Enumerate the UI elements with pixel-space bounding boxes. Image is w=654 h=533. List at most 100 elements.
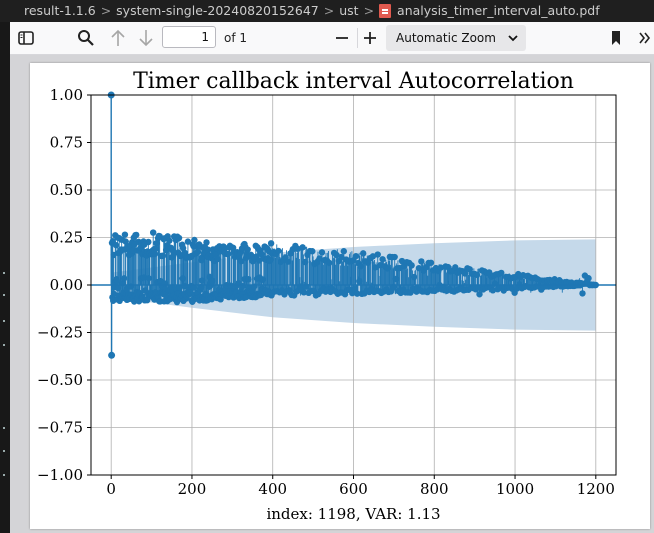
toolbar-divider [357,28,358,48]
y-tick-label: 0.25 [50,229,83,247]
stem-marker [176,284,184,291]
breadcrumb-item-ust[interactable]: ust [339,3,359,18]
markers [108,229,600,306]
stem-marker [300,289,308,296]
stem-marker [489,287,497,294]
stem-marker [204,246,212,253]
stem-marker [140,274,148,281]
stem-marker [333,251,340,259]
stem-marker [284,258,292,265]
breadcrumb-separator: > [323,3,335,18]
stem-marker [267,256,274,263]
stem-marker [286,286,293,294]
overflow-icon[interactable] [636,26,654,50]
pdf-page: 0 200 400 600 800 1000 1200 1.00 0.75 0.50 0.25 0.0… [30,63,650,529]
stem-marker [585,275,592,282]
pdf-viewer[interactable]: 0 200 400 600 800 1000 1200 1.00 0.75 0.50 0.25 0.0… [10,55,654,533]
stem-marker [427,259,435,266]
stem-marker [316,255,323,262]
stem-marker [410,273,418,281]
x-tick-label: 1200 [577,480,615,498]
stem-marker [326,259,333,267]
stem-marker [191,236,198,244]
y-tick-label: −1.00 [37,466,83,484]
stem-marker [408,262,415,269]
stem-marker [267,240,275,247]
stem-marker [352,252,360,260]
breadcrumb-item-system[interactable]: system-single-20240820152647 [116,3,319,18]
stem-marker [225,250,232,258]
stem-marker [294,245,301,253]
stem-marker [152,245,159,252]
stem-marker [473,271,481,279]
stem-marker [244,246,251,253]
stem-marker [255,257,263,264]
x-tick-label: 600 [339,480,368,498]
stem-marker [415,264,423,272]
minus-icon[interactable] [330,26,354,50]
chart-title: Timer callback interval Autocorrelation [133,69,574,94]
stem-marker [238,258,245,265]
plus-icon[interactable] [358,26,382,50]
stem-marker [461,270,469,277]
stem-marker [396,264,403,272]
y-tick-label: 0.50 [50,181,83,199]
page-number-input[interactable]: 1 [162,26,216,48]
x-tick-label: 400 [258,480,287,498]
stem-marker [203,239,210,246]
breadcrumb-item-file[interactable]: analysis_timer_interval_auto.pdf [397,3,600,18]
arrow-down-icon[interactable] [134,26,158,50]
stem-marker [120,275,128,282]
stem-marker [153,239,160,247]
x-tick-label: 0 [106,480,116,498]
stem-marker [340,248,348,255]
zoom-select-value: Automatic Zoom [396,31,496,45]
breadcrumb-separator: > [363,3,375,18]
ticks: 0 200 400 600 800 1000 1200 1.00 0.75 0.50 0.25 0.0… [37,86,615,498]
stem-marker [198,277,206,284]
stem-marker [170,252,177,259]
stem-marker [114,284,122,292]
y-tick-label: −0.75 [37,419,83,437]
y-tick-label: −0.50 [37,371,83,389]
stem-marker [369,253,377,260]
stem-marker [190,284,198,291]
stem-marker [275,247,282,255]
stem-marker [110,290,118,298]
stem-marker [452,264,459,271]
stem-marker [133,231,140,239]
stem-marker [384,265,391,272]
breadcrumb-item-result[interactable]: result-1.1.6 [24,3,96,18]
stem-marker [239,283,247,290]
x-tick-label: 800 [420,480,449,498]
stem-marker [299,244,306,251]
stem-marker [379,256,386,263]
stem-marker [476,291,483,298]
zoom-select[interactable]: Automatic Zoom [386,25,526,51]
stem-marker [418,258,425,265]
stem-marker [376,261,384,269]
stem-marker [579,290,586,297]
stem-marker-lag-1 [108,351,116,359]
y-tick-label: −0.25 [37,324,83,342]
stem-marker [149,229,157,236]
stem-marker [209,277,216,285]
arrow-up-icon[interactable] [106,26,130,50]
page-count-label: of 1 [224,31,248,45]
stem-marker [498,269,505,277]
stem-marker [129,246,137,254]
stem-marker [179,275,186,282]
sidebar-toggle-icon[interactable] [14,26,38,50]
stem-marker [391,253,398,261]
search-icon[interactable] [74,26,98,50]
stem-marker [113,277,121,285]
stem-marker [184,238,192,245]
x-axis-label: index: 1198, VAR: 1.13 [266,505,440,523]
stem-marker [356,277,363,285]
stem-marker [359,250,367,257]
stem-marker [145,275,152,282]
stem-marker [372,264,379,271]
bookmark-icon[interactable] [604,26,628,50]
stem-marker [318,249,326,256]
x-tick-label: 200 [178,480,207,498]
